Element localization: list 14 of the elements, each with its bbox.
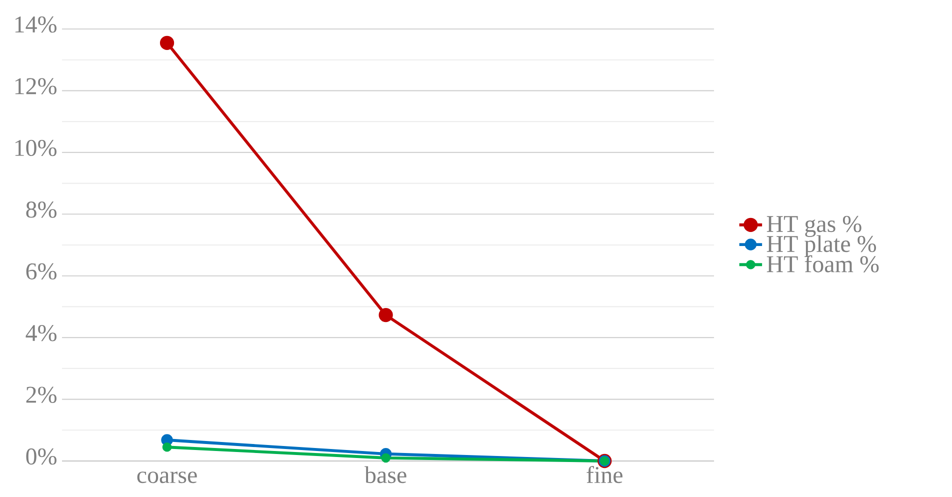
legend-label: HT gas % xyxy=(766,216,862,238)
x-tick-label: base xyxy=(364,466,406,484)
y-tick-label: 4% xyxy=(26,324,56,342)
y-tick-label: 6% xyxy=(26,263,56,280)
legend-label: HT plate % xyxy=(766,235,876,257)
y-tick-label: 0% xyxy=(26,448,56,465)
y-tick-label: 14% xyxy=(15,16,56,33)
y-tick-label: 10% xyxy=(15,140,56,156)
x-tick-label: fine xyxy=(586,466,622,484)
y-tick-label: 2% xyxy=(26,386,56,403)
legend-label: HT foam % xyxy=(766,255,879,272)
x-tick-label: coarse xyxy=(137,472,197,484)
y-tick-label: 12% xyxy=(15,78,56,94)
y-tick-label: 8% xyxy=(26,202,56,218)
